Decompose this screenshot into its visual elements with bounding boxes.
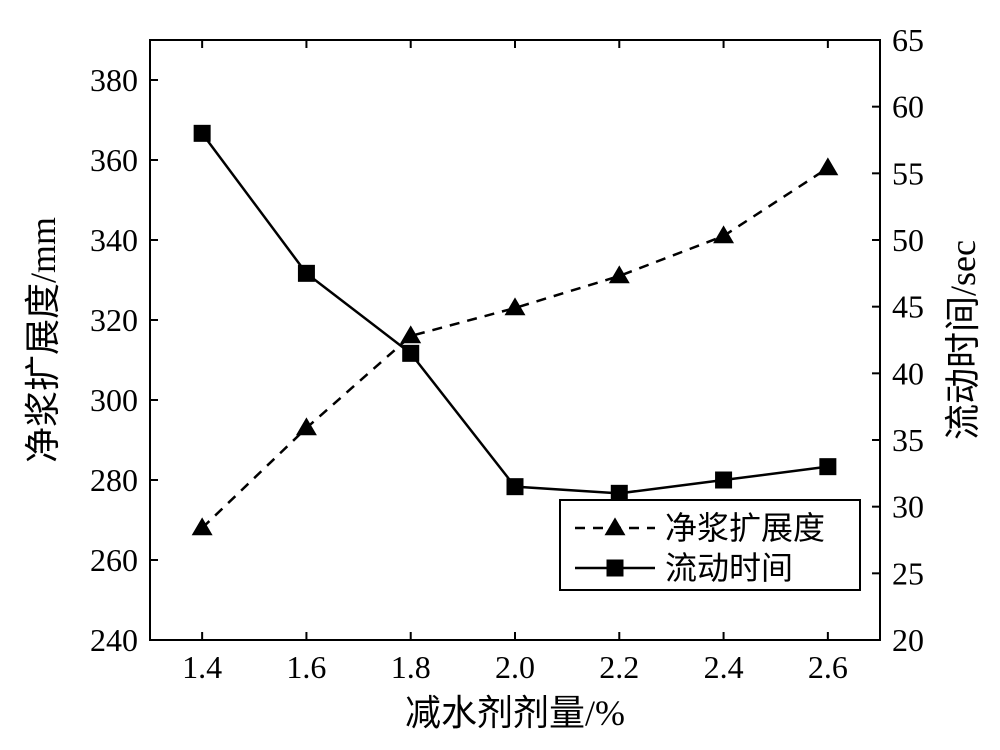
yl-tick-label: 260: [90, 542, 138, 578]
series-marker-流动时间: [403, 345, 419, 361]
legend-label: 流动时间: [665, 550, 793, 586]
yr-tick-label: 35: [892, 422, 924, 458]
yl-tick-label: 380: [90, 62, 138, 98]
y-left-axis-label: 净浆扩展度/mm: [23, 217, 63, 463]
series-marker-流动时间: [716, 472, 732, 488]
series-marker-流动时间: [298, 265, 314, 281]
x-tick-label: 1.4: [182, 649, 222, 685]
x-tick-label: 1.6: [286, 649, 326, 685]
yr-tick-label: 55: [892, 155, 924, 191]
yr-tick-label: 60: [892, 89, 924, 125]
yl-tick-label: 360: [90, 142, 138, 178]
x-axis-label: 减水剂剂量/%: [405, 693, 625, 733]
x-tick-label: 2.6: [808, 649, 848, 685]
yr-tick-label: 65: [892, 22, 924, 58]
chart-container: 1.4 1.6 1.8 2.0 2.2 2.4 2.6 240 260 280 300 320 340 3…: [0, 0, 1000, 750]
yr-tick-label: 45: [892, 289, 924, 325]
x-tick-label: 2.2: [599, 649, 639, 685]
yr-tick-label: 50: [892, 222, 924, 258]
yr-tick-label: 40: [892, 355, 924, 391]
yl-tick-label: 280: [90, 462, 138, 498]
x-tick-label: 1.8: [391, 649, 431, 685]
y-right-axis-label: 流动时间/sec: [943, 240, 983, 440]
yl-tick-label: 240: [90, 622, 138, 658]
series-marker-流动时间: [611, 485, 627, 501]
yr-tick-label: 25: [892, 555, 924, 591]
legend-label: 净浆扩展度: [665, 510, 825, 546]
yl-tick-label: 300: [90, 382, 138, 418]
series-marker-流动时间: [507, 479, 523, 495]
x-tick-label: 2.0: [495, 649, 535, 685]
series-marker-流动时间: [194, 125, 210, 141]
yl-tick-label: 320: [90, 302, 138, 338]
series-marker-净浆扩展度: [297, 418, 316, 434]
chart-svg: 1.4 1.6 1.8 2.0 2.2 2.4 2.6 240 260 280 300 320 340 3…: [0, 0, 1000, 750]
series-marker-净浆扩展度: [818, 158, 837, 174]
yr-tick-label: 20: [892, 622, 924, 658]
legend-marker: [607, 560, 623, 576]
series-line-净浆扩展度: [202, 168, 828, 528]
series-marker-流动时间: [820, 459, 836, 475]
yl-tick-label: 340: [90, 222, 138, 258]
x-tick-label: 2.4: [704, 649, 744, 685]
series-marker-净浆扩展度: [714, 226, 733, 242]
yr-tick-label: 30: [892, 489, 924, 525]
